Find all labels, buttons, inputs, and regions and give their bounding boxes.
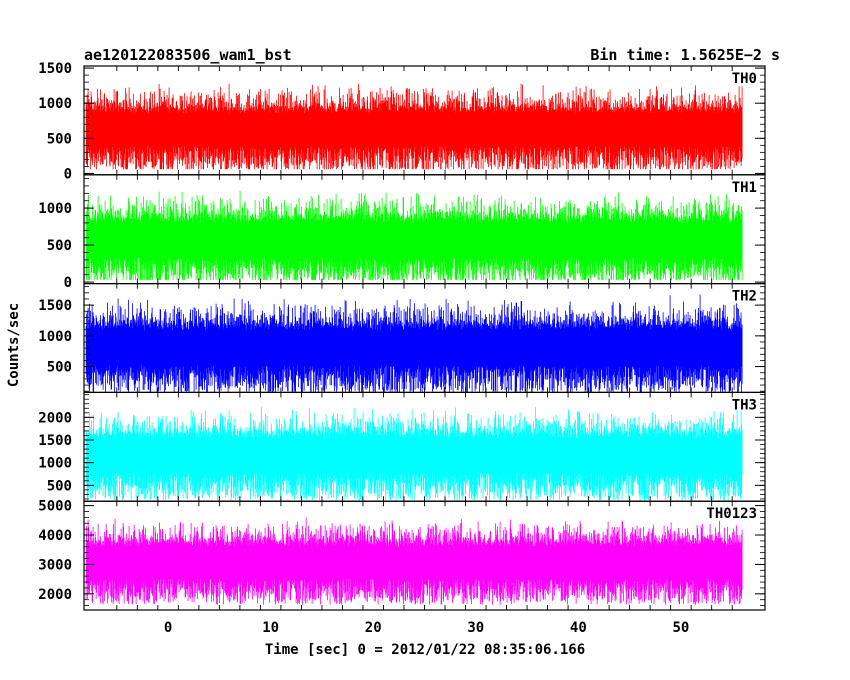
y-tick-label: 3000	[38, 557, 72, 573]
x-tick-label: 20	[365, 620, 382, 636]
y-tick-label: 1500	[38, 433, 72, 449]
series-th2-trace	[85, 294, 743, 393]
x-axis-label: Time [sec] 0 = 2012/01/22 08:35:06.166	[265, 642, 585, 658]
y-tick-label: 0	[64, 275, 72, 291]
x-tick-label: 0	[164, 620, 172, 636]
y-tick-label: 500	[47, 131, 72, 147]
panel-th2: TH2 500 1000 1500	[38, 283, 766, 394]
bin-time-label: Bin time: 1.5625E−2 s	[590, 46, 780, 64]
y-tick-label: 1000	[38, 329, 72, 345]
panel-th0123: TH0123 2000 3000 4000 5000	[38, 499, 766, 611]
y-tick-label: 1000	[38, 456, 72, 472]
y-tick-label: 2000	[38, 587, 72, 603]
y-axis-label: Counts/sec	[6, 303, 22, 387]
panel-label-th1: TH1	[732, 180, 757, 196]
y-tick-label: 1500	[38, 298, 72, 314]
panel-label-th0123: TH0123	[706, 506, 757, 522]
y-tick-label: 4000	[38, 528, 72, 544]
series-th3-trace	[85, 407, 743, 501]
panel-label-th2: TH2	[732, 289, 757, 305]
y-tick-label: 2000	[38, 410, 72, 426]
x-tick-label: 40	[570, 620, 587, 636]
y-tick-label: 500	[47, 238, 72, 254]
x-axis: 0 10 20 30 40 50	[164, 620, 689, 636]
series-th0-trace	[85, 83, 743, 170]
y-tick-label: 1000	[38, 96, 72, 112]
panels-group: TH0 0 500 1000 1500 TH1 0 500 1000 TH2 500 1000 1500…	[38, 61, 766, 611]
y-tick-label: 1000	[38, 201, 72, 217]
x-tick-label: 10	[262, 620, 279, 636]
panel-th0: TH0 0 500 1000 1500	[38, 61, 766, 182]
panel-label-th3: TH3	[732, 397, 757, 413]
observation-id-title: ae120122083506_wam1_bst	[84, 46, 292, 64]
series-th0123-trace	[85, 517, 743, 605]
y-tick-label: 5000	[38, 499, 72, 515]
y-tick-label: 1500	[38, 61, 72, 77]
y-tick-label: 0	[64, 166, 72, 182]
panel-th3: TH3 500 1000 1500 2000	[38, 391, 766, 502]
x-tick-label: 30	[467, 620, 484, 636]
series-th1-trace	[85, 190, 743, 280]
y-tick-label: 500	[47, 478, 72, 494]
panel-label-th0: TH0	[732, 71, 757, 87]
y-tick-label: 500	[47, 360, 72, 376]
panel-th1: TH1 0 500 1000	[38, 174, 766, 291]
x-tick-label: 50	[672, 620, 689, 636]
